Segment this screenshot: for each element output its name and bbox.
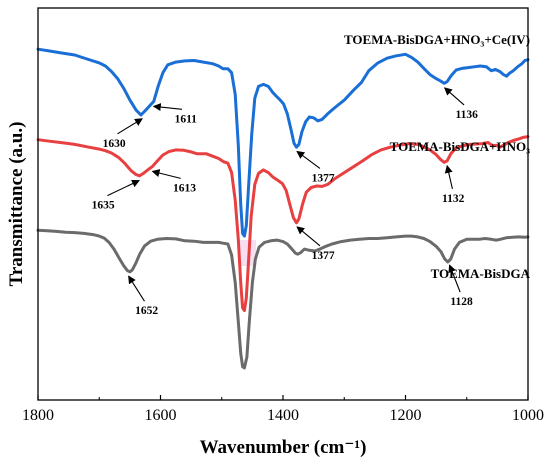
peak-label: 1611 bbox=[175, 113, 198, 125]
peak-label: 1652 bbox=[135, 305, 158, 317]
series-line-1 bbox=[36, 135, 530, 313]
peak-label: 1136 bbox=[456, 109, 479, 121]
peak-arrow bbox=[296, 150, 321, 169]
peak-arrow bbox=[128, 275, 145, 302]
peak-arrow bbox=[444, 164, 453, 190]
peak-label: 1635 bbox=[92, 200, 115, 212]
peak-arrow bbox=[107, 179, 140, 197]
x-tick-label: 1600 bbox=[145, 407, 177, 424]
peak-label: 1132 bbox=[442, 193, 465, 205]
series-line-0 bbox=[36, 47, 530, 238]
peak-arrow bbox=[117, 118, 143, 135]
peak-label: 1613 bbox=[173, 182, 196, 194]
peak-label: 1630 bbox=[103, 138, 126, 150]
peak-arrow bbox=[296, 226, 321, 247]
annotation-layer: 1630 1611 1377 1136 1635 1613 1377 1132 1652 1128 bbox=[92, 87, 479, 317]
series-label-hno3: TOEMA-BisDGA+HNO₃ bbox=[390, 139, 530, 154]
x-tick-label: 1200 bbox=[390, 407, 422, 424]
series-line-2 bbox=[36, 228, 530, 370]
x-tick-label: 1400 bbox=[267, 407, 299, 424]
peak-arrow bbox=[443, 87, 465, 106]
x-tick-label: 1000 bbox=[512, 407, 544, 424]
series-label-base: TOEMA-BisDGA bbox=[431, 266, 531, 281]
peak-label: 1128 bbox=[450, 296, 473, 308]
highlight-band bbox=[239, 240, 256, 266]
peak-arrow bbox=[151, 169, 181, 179]
x-axis-title: Wavenumber (cm⁻¹) bbox=[200, 437, 367, 458]
x-tick-label: 1800 bbox=[22, 407, 54, 424]
peak-arrow bbox=[448, 264, 461, 293]
peak-arrow bbox=[152, 103, 182, 112]
peak-label: 1377 bbox=[312, 172, 335, 184]
series-layer bbox=[36, 47, 530, 370]
series-label-ce: TOEMA-BisDGA+HNO₃+Ce(IV) bbox=[344, 32, 530, 47]
y-axis-title: Transmittance (a.u.) bbox=[6, 122, 27, 287]
x-axis-ticks: 1800 1600 1400 1200 1000 bbox=[22, 395, 544, 424]
peak-label: 1377 bbox=[312, 250, 335, 262]
